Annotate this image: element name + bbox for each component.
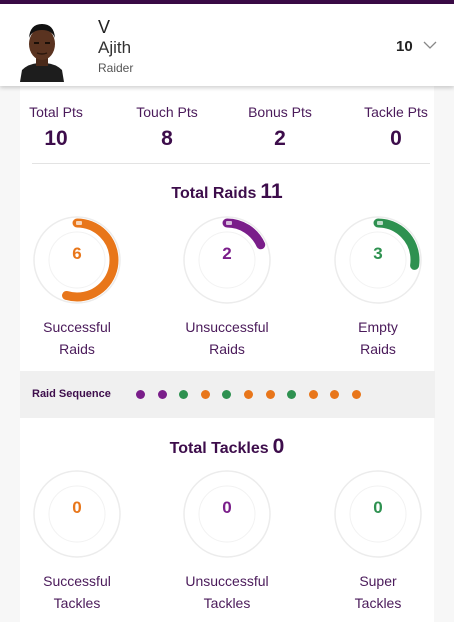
gauge-label-line1: Unsuccessful xyxy=(185,573,269,589)
gauge-outer-ring xyxy=(183,470,271,558)
empty-raids-label: Empty Raids xyxy=(318,316,438,360)
raid-sequence-bar: Raid Sequence xyxy=(20,371,435,418)
gauge-value: 0 xyxy=(72,498,82,517)
points-label: Bonus Pts xyxy=(248,104,312,120)
successful-tackles-label: Successful Tackles xyxy=(17,570,137,614)
points-tackle: Tackle Pts 0 xyxy=(359,104,433,152)
raid-sequence-label: Raid Sequence xyxy=(32,388,111,400)
points-value: 0 xyxy=(390,127,402,150)
total-tackles-heading: Total Tackles 0 xyxy=(0,435,454,459)
player-last-name: Ajith xyxy=(98,38,132,57)
gauge-label-line2: Tackles xyxy=(53,595,101,611)
gauge-label-line2: Tackles xyxy=(354,595,402,611)
gauge-label-line1: Unsuccessful xyxy=(185,319,269,335)
gauge-start-marker xyxy=(377,221,383,225)
points-summary: Total Pts 10 Touch Pts 8 Bonus Pts 2 Tac… xyxy=(0,104,454,164)
total-raids-title: Total Raids xyxy=(171,185,257,202)
gauge-label-line1: Super xyxy=(359,573,397,589)
top-strip xyxy=(0,0,454,4)
raid-dot-successful xyxy=(308,390,318,399)
points-value: 10 xyxy=(44,127,68,150)
gauge-outer-ring xyxy=(183,216,271,304)
raid-dot-unsuccessful xyxy=(157,390,167,399)
jersey-number-dropdown[interactable]: 10 xyxy=(396,38,437,55)
raid-dot-successful xyxy=(352,390,361,399)
gauge-label-line2: Raids xyxy=(360,341,396,357)
raid-dot-successful xyxy=(200,390,210,399)
raid-dot-successful xyxy=(330,390,340,399)
gauge-ring xyxy=(183,470,271,558)
divider xyxy=(32,163,430,164)
jersey-number: 10 xyxy=(396,38,413,55)
points-label: Total Pts xyxy=(29,104,83,120)
successful-raids-label: Successful Raids xyxy=(17,316,137,360)
gauge-start-marker xyxy=(76,221,82,225)
unsuccessful-raids-label: Unsuccessful Raids xyxy=(167,316,287,360)
gauge-ring xyxy=(334,470,422,558)
raid-dot-successful xyxy=(265,390,275,399)
points-touch: Touch Pts 8 xyxy=(130,104,204,152)
raid-dot-empty xyxy=(179,390,189,399)
raid-dot-empty xyxy=(287,390,297,399)
points-value: 8 xyxy=(161,127,173,150)
player-first-name: V xyxy=(98,17,111,37)
gauge-outer-ring xyxy=(334,470,422,558)
total-raids-count: 11 xyxy=(260,180,283,203)
gauge-value: 3 xyxy=(373,244,383,263)
player-avatar xyxy=(18,18,66,82)
points-total: Total Pts 10 xyxy=(24,104,88,152)
gauge-inner-ring xyxy=(48,485,106,543)
points-bonus: Bonus Pts 2 xyxy=(244,104,316,152)
player-role: Raider xyxy=(98,61,134,75)
gauge-outer-ring xyxy=(334,216,422,304)
gauge-ring xyxy=(33,216,121,304)
gauge-value: 0 xyxy=(373,498,383,517)
raid-dot-empty xyxy=(222,390,232,399)
gauge-value: 2 xyxy=(222,244,232,263)
chevron-down-icon xyxy=(423,37,437,55)
gauge-ring xyxy=(183,216,271,304)
empty-raids-gauge: 3 xyxy=(332,214,424,306)
points-label: Tackle Pts xyxy=(364,104,428,120)
gauge-label-line2: Tackles xyxy=(203,595,251,611)
gauge-inner-ring xyxy=(198,231,256,289)
points-value: 2 xyxy=(274,127,286,150)
raid-dot-successful xyxy=(244,390,253,399)
gauge-label-line1: Empty xyxy=(358,319,398,335)
player-header: V Ajith Raider 10 xyxy=(0,4,454,86)
unsuccessful-tackles-label: Unsuccessful Tackles xyxy=(167,570,287,614)
gauge-value: 0 xyxy=(222,498,232,517)
points-label: Touch Pts xyxy=(136,104,198,120)
gauge-start-marker xyxy=(226,221,232,225)
raid-dot-unsuccessful xyxy=(136,390,145,399)
gauge-label-line1: Successful xyxy=(43,573,111,589)
gauge-label-line2: Raids xyxy=(209,341,245,357)
gauge-inner-ring xyxy=(48,231,106,289)
gauge-inner-ring xyxy=(198,485,256,543)
unsuccessful-tackles-gauge: 0 xyxy=(181,468,273,560)
unsuccessful-raids-gauge: 2 xyxy=(181,214,273,306)
successful-tackles-gauge: 0 xyxy=(31,468,123,560)
gauge-outer-ring xyxy=(33,470,121,558)
gauge-inner-ring xyxy=(349,231,407,289)
super-tackles-gauge: 0 xyxy=(332,468,424,560)
super-tackles-label: Super Tackles xyxy=(318,570,438,614)
gauge-inner-ring xyxy=(349,485,407,543)
gauge-outer-ring xyxy=(33,216,121,304)
total-tackles-count: 0 xyxy=(272,435,285,458)
gauge-label-line1: Successful xyxy=(43,319,111,335)
gauge-ring xyxy=(334,216,422,304)
gauge-value: 6 xyxy=(72,244,82,263)
successful-raids-gauge: 6 xyxy=(31,214,123,306)
gauge-label-line2: Raids xyxy=(59,341,95,357)
gauge-ring xyxy=(33,470,121,558)
total-raids-heading: Total Raids 11 xyxy=(0,180,454,204)
total-tackles-title: Total Tackles xyxy=(169,440,269,457)
